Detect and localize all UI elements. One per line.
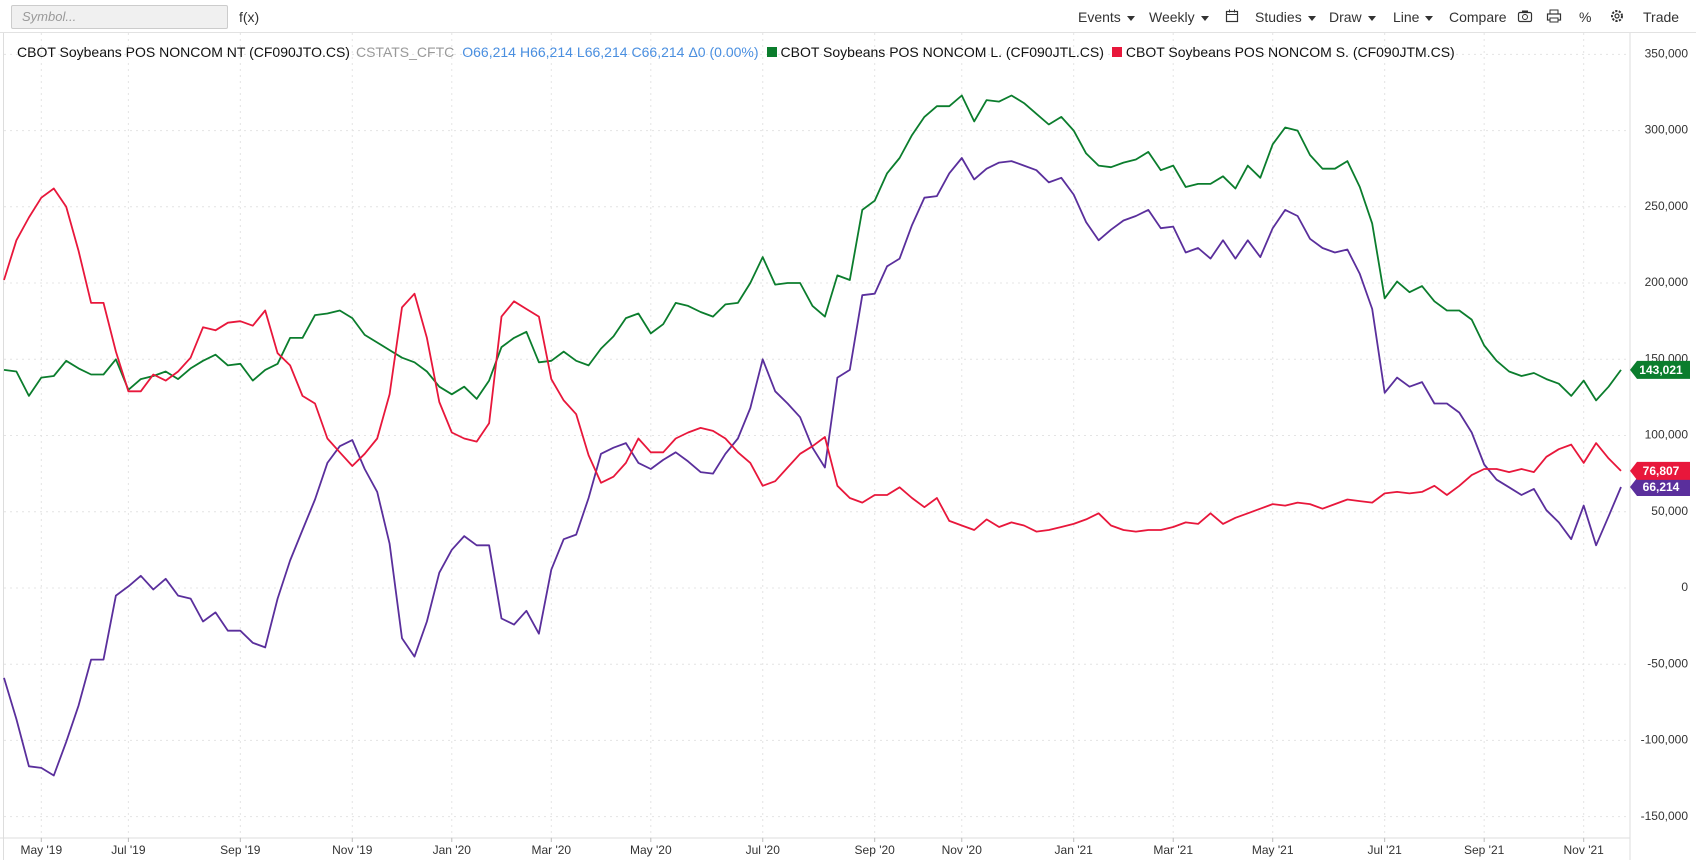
badge-shape [1630, 478, 1690, 497]
y-tick-label: 350,000 [1645, 47, 1689, 61]
series-line [3, 94, 1622, 402]
x-tick-label: May '21 [1252, 843, 1294, 857]
x-tick-label: Jul '20 [746, 843, 781, 857]
x-tick-label: Jan '21 [1055, 843, 1094, 857]
camera-icon[interactable] [1517, 9, 1533, 23]
last-value-badge: 143,021 [1630, 360, 1690, 379]
y-tick-label: -100,000 [1641, 733, 1689, 747]
quote-low: L66,214 [576, 44, 628, 60]
events-menu[interactable]: Events [1078, 8, 1135, 26]
chart-type-menu[interactable]: Line [1393, 8, 1433, 26]
legend-swatch [1111, 47, 1122, 57]
y-tick-label: -50,000 [1647, 656, 1688, 670]
last-value-badge: 66,214 [1630, 478, 1690, 497]
y-tick-label: 300,000 [1645, 123, 1689, 137]
toolbar: Symbol... f(x) Events Weekly Studies Dra… [0, 0, 1696, 33]
quote-close: C66,214 [631, 44, 685, 60]
x-tick-label: Jul '19 [111, 843, 146, 857]
badge-shape [1630, 461, 1690, 480]
x-tick-label: Nov '21 [1564, 843, 1605, 857]
series-line [3, 187, 1622, 533]
y-tick-label: 100,000 [1645, 428, 1689, 442]
legend: CBOT Soybeans POS NONCOM NT (CF090JTO.CS… [17, 44, 1455, 60]
x-tick-label: May '20 [630, 843, 672, 857]
x-tick-label: Sep '20 [855, 843, 896, 857]
draw-menu[interactable]: Draw [1329, 8, 1376, 26]
legend-entry: CBOT Soybeans POS NONCOM S. (CF090JTM.CS… [1125, 44, 1455, 60]
legend-swatch [766, 47, 777, 57]
legend-entry: CBOT Soybeans POS NONCOM L. (CF090JTL.CS… [780, 44, 1104, 60]
badge-label: 76,807 [1643, 464, 1680, 478]
period-menu[interactable]: Weekly [1149, 8, 1209, 26]
quote-high: H66,214 [519, 44, 573, 60]
trade-button[interactable]: Trade [1643, 9, 1680, 25]
y-tick-label: 200,000 [1645, 275, 1689, 289]
quote-change: Δ0 (0.00%) [688, 44, 759, 60]
badge-label: 143,021 [1639, 363, 1683, 377]
calendar-icon[interactable] [1225, 9, 1239, 23]
symbol-placeholder: Symbol... [22, 9, 77, 24]
x-tick-label: Sep '19 [220, 843, 261, 857]
badge-label: 66,214 [1643, 480, 1680, 494]
x-tick-label: Mar '21 [1153, 843, 1193, 857]
symbol-input[interactable]: Symbol... [11, 5, 228, 29]
series-line [3, 157, 1622, 777]
compare-button[interactable]: Compare [1449, 9, 1507, 25]
quote-open: O66,214 [462, 44, 516, 60]
y-tick-label: -150,000 [1641, 809, 1689, 823]
studies-menu[interactable]: Studies [1255, 8, 1316, 26]
x-tick-label: Nov '19 [332, 843, 373, 857]
legend-entry: CBOT Soybeans POS NONCOM NT (CF090JTO.CS… [17, 44, 350, 60]
fx-button[interactable]: f(x) [239, 9, 260, 25]
x-tick-label: Sep '21 [1464, 843, 1505, 857]
y-tick-label: 0 [1681, 580, 1688, 594]
source-label: CSTATS_CFTC [355, 44, 455, 60]
x-tick-label: May '19 [20, 843, 62, 857]
settings-icon[interactable] [1609, 8, 1625, 24]
x-tick-label: Jan '20 [433, 843, 472, 857]
x-tick-label: Mar '20 [531, 843, 571, 857]
badge-shape [1630, 360, 1690, 379]
print-icon[interactable] [1546, 9, 1562, 23]
x-tick-label: Jul '21 [1368, 843, 1403, 857]
percent-button[interactable]: % [1579, 9, 1592, 25]
last-value-badge: 76,807 [1630, 461, 1690, 480]
y-tick-label: 50,000 [1651, 504, 1688, 518]
y-tick-label: 250,000 [1645, 199, 1689, 213]
x-tick-label: Nov '20 [942, 843, 983, 857]
